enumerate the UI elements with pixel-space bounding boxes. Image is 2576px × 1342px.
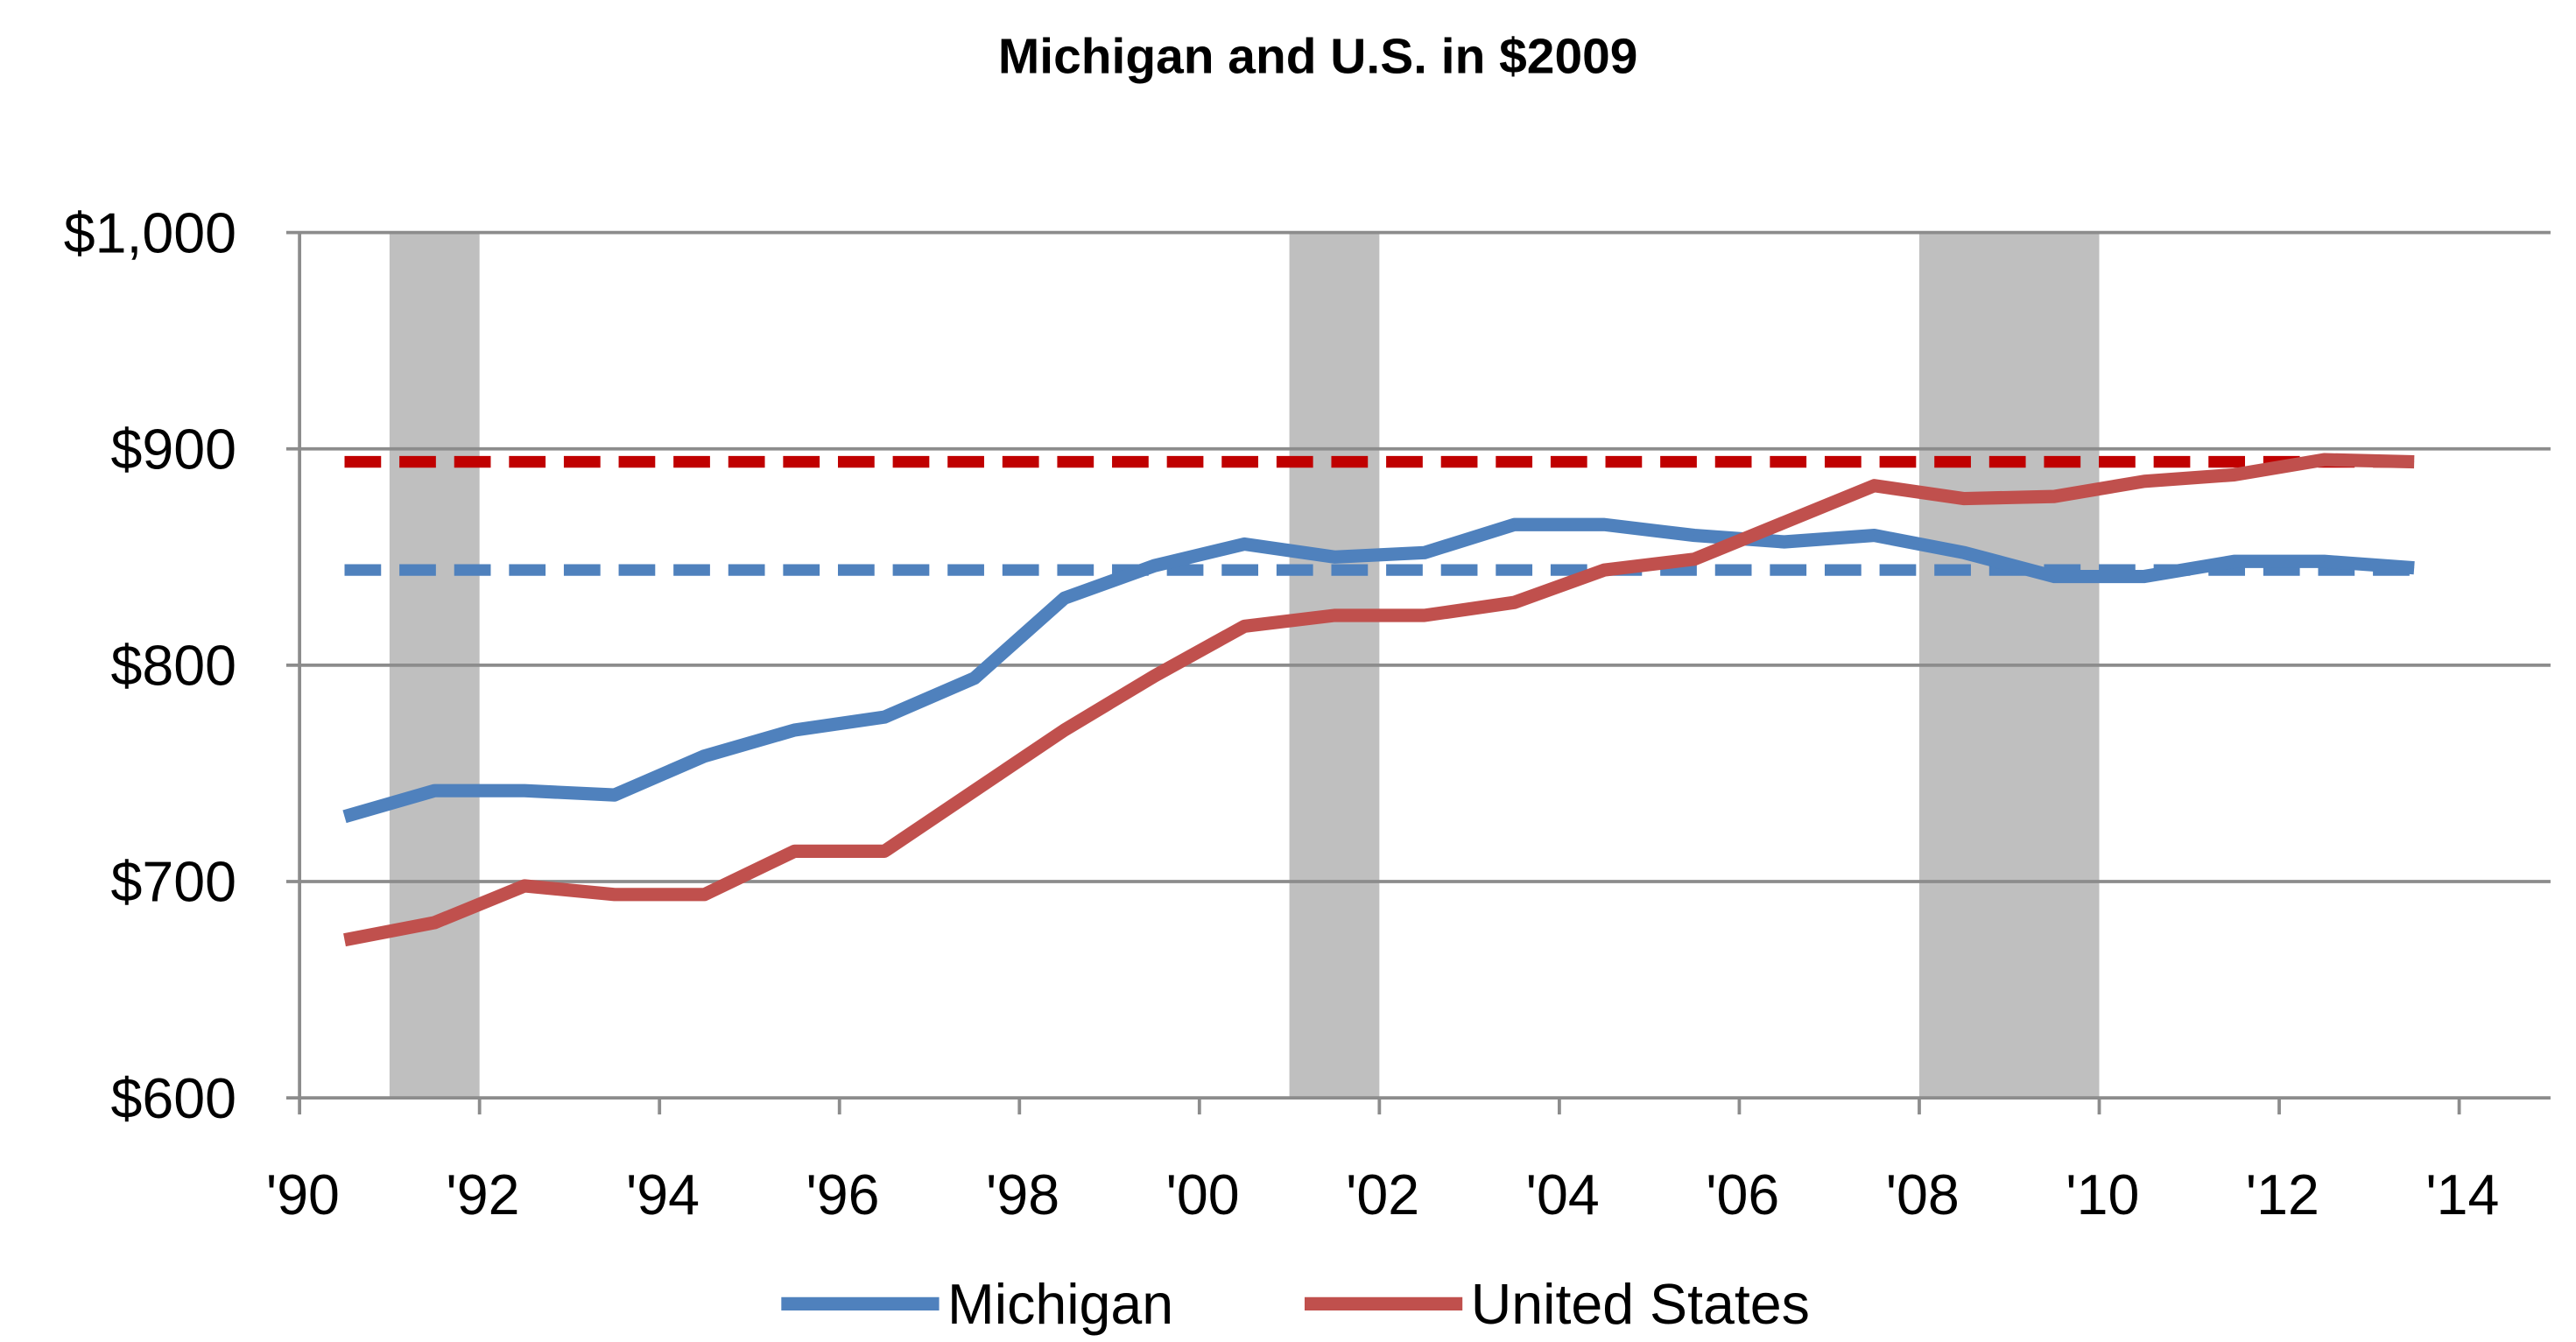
x-tick-label: '92 bbox=[446, 1163, 519, 1226]
y-tick-label: $1,000 bbox=[64, 201, 236, 264]
y-tick-label: $600 bbox=[111, 1067, 237, 1130]
x-tick-label: '94 bbox=[626, 1163, 700, 1226]
x-tick-label: '06 bbox=[1706, 1163, 1779, 1226]
x-tick-label: '90 bbox=[266, 1163, 340, 1226]
axes: $600 $700 $800 $900 $1,000 '90 '92 '94 '96 '98 '00… bbox=[64, 201, 2500, 1226]
series-lines bbox=[342, 453, 2415, 947]
x-tick-label: '00 bbox=[1166, 1163, 1240, 1226]
x-tick-label: '98 bbox=[986, 1163, 1059, 1226]
y-tick-label: $800 bbox=[111, 635, 237, 698]
y-tick-label: $900 bbox=[111, 418, 237, 481]
x-tick-label: '10 bbox=[2066, 1163, 2139, 1226]
x-tick-label: '04 bbox=[1526, 1163, 1600, 1226]
legend-label: United States bbox=[1471, 1273, 1810, 1336]
x-tick-label: '02 bbox=[1346, 1163, 1419, 1226]
gridlines bbox=[285, 230, 2551, 1100]
x-tick-label: '14 bbox=[2425, 1163, 2499, 1226]
united-states-line bbox=[343, 453, 2415, 947]
chart-title: Michigan and U.S. in $2009 bbox=[998, 28, 1638, 84]
x-tick-label: '12 bbox=[2246, 1163, 2319, 1226]
x-tick-label: '08 bbox=[1886, 1163, 1960, 1226]
y-tick-label: $700 bbox=[111, 851, 237, 914]
legend-label: Michigan bbox=[947, 1273, 1173, 1336]
x-tick-label: '96 bbox=[806, 1163, 879, 1226]
michigan-line bbox=[342, 517, 2415, 824]
legend: Michigan United States bbox=[781, 1273, 1810, 1336]
